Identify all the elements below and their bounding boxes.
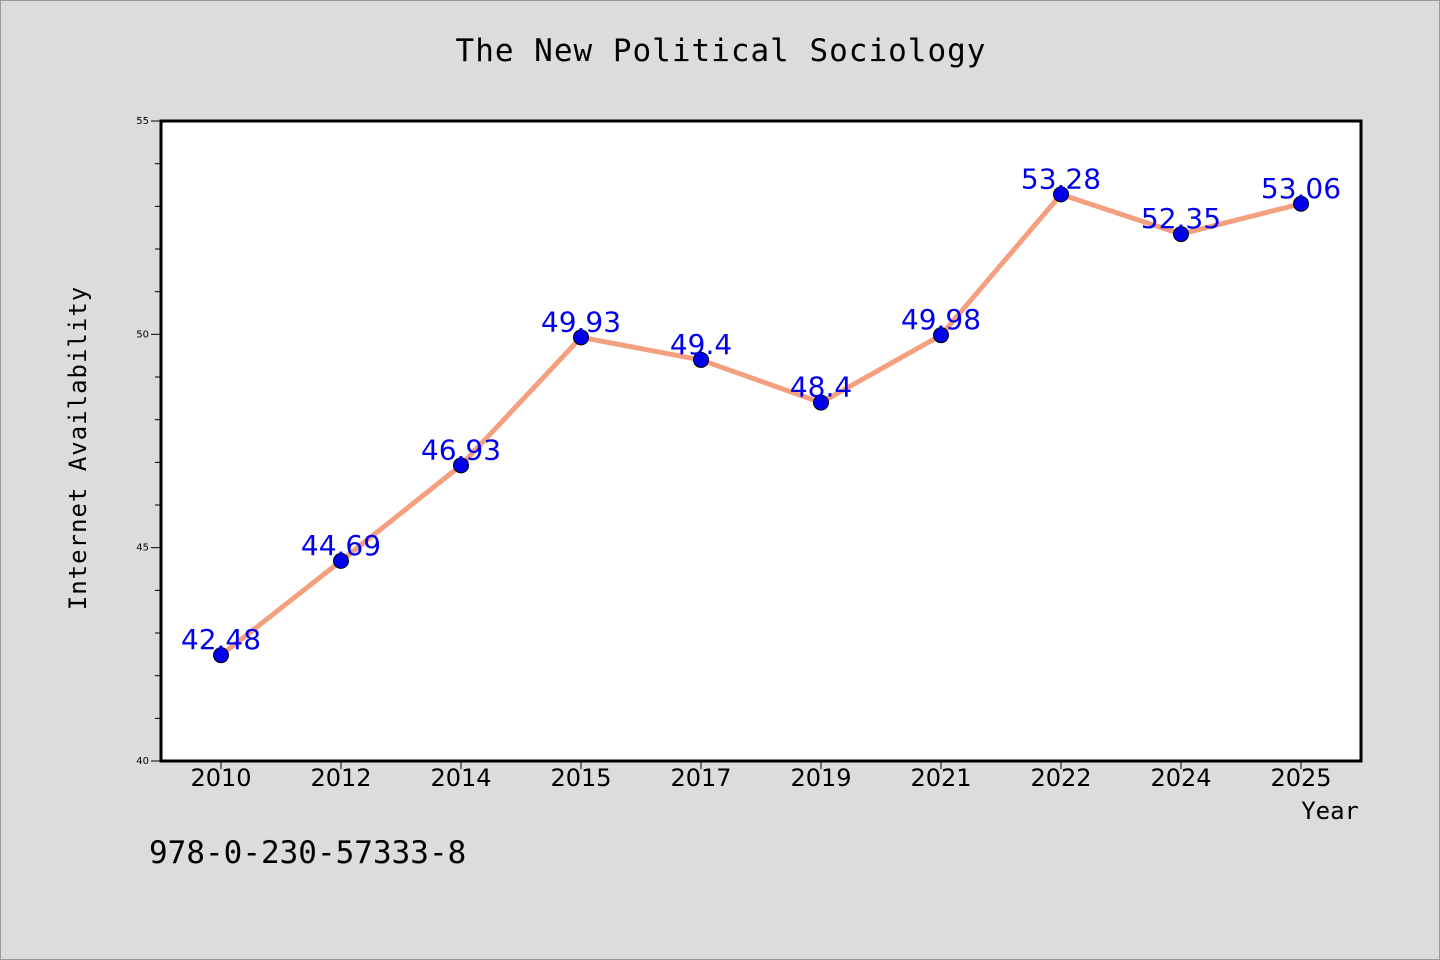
- data-point: [813, 394, 829, 411]
- y-axis: 40 45 50 55: [136, 116, 161, 767]
- x-tick-label: 2021: [910, 764, 971, 792]
- y-tick-label: 55: [136, 116, 149, 127]
- x-tick-label: 2019: [790, 764, 851, 792]
- x-tick-label: 2010: [190, 764, 251, 792]
- data-point: [453, 457, 469, 474]
- isbn-text: 978-0-230-57333-8: [149, 835, 467, 871]
- chart-title: The New Political Sociology: [455, 33, 987, 69]
- y-tick-label: 50: [136, 329, 149, 340]
- x-tick-label: 2015: [550, 764, 611, 792]
- data-label: 44.69: [301, 529, 381, 562]
- data-label: 49.4: [670, 328, 732, 361]
- data-point: [1293, 195, 1309, 212]
- data-label: 53.06: [1261, 172, 1341, 205]
- data-label: 49.98: [901, 303, 981, 336]
- y-tick-label: 45: [136, 543, 149, 554]
- data-point: [573, 329, 589, 346]
- x-tick-label: 2025: [1270, 764, 1331, 792]
- series-group: 42.48 44.69 46.93 49.93 49.4 48.4 49.98 53.28 52…: [181, 162, 1341, 664]
- data-point: [333, 552, 349, 569]
- x-axis: 2010 2012 2014 2015 2017 2019 2021 2022 2024 2025: [190, 761, 1332, 792]
- data-point: [693, 351, 709, 368]
- data-label: 52.35: [1141, 202, 1221, 235]
- data-label: 46.93: [421, 433, 501, 466]
- x-tick-label: 2012: [310, 764, 371, 792]
- data-label: 42.48: [181, 623, 261, 656]
- x-axis-label: Year: [1301, 797, 1359, 825]
- x-tick-label: 2022: [1030, 764, 1091, 792]
- x-tick-label: 2014: [430, 764, 491, 792]
- data-point: [1173, 226, 1189, 243]
- data-label: 48.4: [790, 371, 852, 404]
- data-point: [1053, 186, 1069, 203]
- data-point: [213, 647, 229, 664]
- data-point: [933, 327, 949, 344]
- data-label: 53.28: [1021, 162, 1101, 195]
- series-line: [218, 191, 1304, 658]
- y-tick-label: 40: [136, 756, 149, 767]
- x-tick-label: 2024: [1150, 764, 1211, 792]
- x-tick-label: 2017: [670, 764, 731, 792]
- data-label: 49.93: [541, 305, 621, 338]
